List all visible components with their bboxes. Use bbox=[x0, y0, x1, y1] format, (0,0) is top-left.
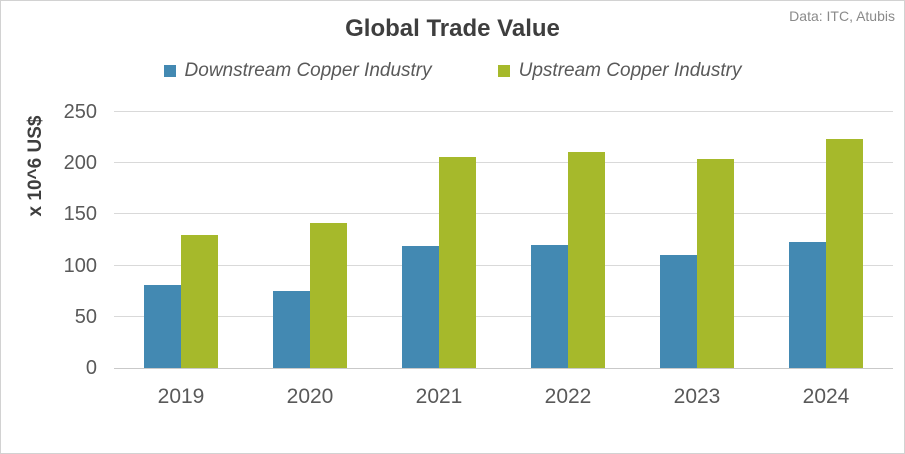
bar-upstream-2022 bbox=[568, 152, 605, 368]
y-tick-0: 0 bbox=[85, 357, 97, 379]
bar-group-2020 bbox=[273, 223, 347, 368]
gridline-250 bbox=[114, 111, 893, 112]
y-tick-150: 150 bbox=[63, 203, 97, 225]
y-tick-100: 100 bbox=[63, 255, 97, 277]
chart-legend: Downstream Copper Industry Upstream Copp… bbox=[1, 60, 904, 82]
bar-group-2024 bbox=[789, 139, 863, 368]
gridline-200 bbox=[114, 162, 893, 163]
gridline-100 bbox=[114, 265, 893, 266]
legend-item-upstream: Upstream Copper Industry bbox=[497, 60, 742, 82]
legend-swatch-upstream-icon bbox=[497, 65, 510, 77]
bar-upstream-2020 bbox=[310, 223, 347, 368]
y-tick-50: 50 bbox=[74, 306, 97, 328]
chart-title: Global Trade Value bbox=[345, 15, 560, 42]
bar-upstream-2023 bbox=[697, 159, 734, 368]
x-tick-2024: 2024 bbox=[802, 385, 850, 408]
bar-downstream-2020 bbox=[273, 291, 310, 368]
legend-label-upstream: Upstream Copper Industry bbox=[518, 60, 742, 81]
bar-downstream-2023 bbox=[660, 255, 697, 368]
bar-group-2019 bbox=[144, 235, 218, 368]
bar-upstream-2024 bbox=[826, 139, 863, 368]
legend-label-downstream: Downstream Copper Industry bbox=[184, 60, 432, 81]
y-tick-200: 200 bbox=[63, 152, 97, 174]
bar-group-2022 bbox=[531, 152, 605, 368]
bar-downstream-2024 bbox=[789, 242, 826, 368]
legend-item-downstream: Downstream Copper Industry bbox=[163, 60, 432, 82]
plot-area bbox=[114, 111, 893, 369]
gridline-150 bbox=[114, 213, 893, 214]
bar-downstream-2022 bbox=[531, 245, 568, 368]
data-source-note: Data: ITC, Atubis bbox=[789, 8, 895, 24]
y-tick-250: 250 bbox=[63, 101, 97, 123]
bar-group-2021 bbox=[402, 157, 476, 368]
x-tick-2023: 2023 bbox=[673, 385, 721, 408]
x-tick-2020: 2020 bbox=[286, 385, 334, 408]
bar-group-2023 bbox=[660, 159, 734, 368]
bar-downstream-2021 bbox=[402, 246, 439, 368]
x-tick-2019: 2019 bbox=[157, 385, 205, 408]
legend-swatch-downstream-icon bbox=[163, 65, 176, 77]
bar-upstream-2019 bbox=[181, 235, 218, 368]
bar-downstream-2019 bbox=[144, 285, 181, 368]
x-tick-2021: 2021 bbox=[415, 385, 463, 408]
bar-upstream-2021 bbox=[439, 157, 476, 368]
gridline-50 bbox=[114, 316, 893, 317]
x-tick-2022: 2022 bbox=[544, 385, 592, 408]
gridline-0 bbox=[114, 368, 893, 369]
